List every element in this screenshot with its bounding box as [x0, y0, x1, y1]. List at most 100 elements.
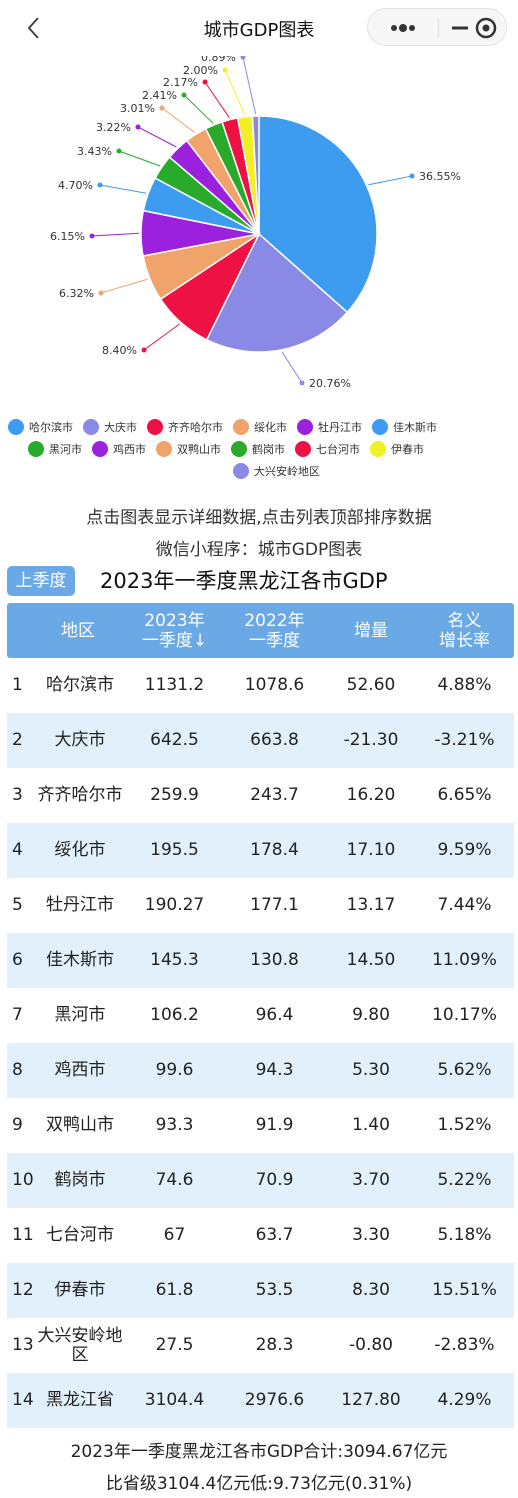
table-row[interactable]: 9 双鸭山市 93.3 91.9 1.40 1.52% [7, 1098, 514, 1153]
table-row[interactable]: 7 黑河市 106.2 96.4 9.80 10.17% [7, 988, 514, 1043]
miniprogram-text: 微信小程序：城市GDP图表 [155, 540, 363, 560]
pie-leader-line [100, 278, 148, 294]
growth-rate-cell: 5.18% [437, 1225, 492, 1245]
pie-leader-line [204, 81, 230, 118]
pie-slice[interactable] [251, 115, 260, 235]
pie-leader-line [137, 126, 177, 148]
legend-item[interactable]: 黑河市 [28, 438, 82, 460]
region-name-cell: 牡丹江市 [46, 895, 114, 915]
legend-item[interactable]: 鹤岗市 [231, 438, 285, 460]
increase-cell: 52.60 [346, 675, 396, 695]
growth-rate-cell: 1.52% [437, 1115, 492, 1135]
region-name-cell: 鸡西市 [54, 1060, 106, 1080]
table-row[interactable]: 11 七台河市 67 63.7 3.30 5.18% [7, 1208, 514, 1263]
header-region[interactable]: 地区 [61, 620, 95, 641]
pie-leader-dot [141, 347, 147, 353]
table-row[interactable]: 6 佳木斯市 145.3 130.8 14.50 11.09% [7, 933, 514, 988]
gdp-2022-cell: 63.7 [255, 1225, 294, 1245]
header-2022[interactable]: 2022年 一季度 [222, 603, 327, 658]
table-row[interactable]: 14 黑龙江省 3104.4 2976.6 127.80 4.29% [7, 1373, 514, 1428]
gdp-2022-cell: 96.4 [255, 1005, 294, 1025]
table-row[interactable]: 5 牡丹江市 190.27 177.1 13.17 7.44% [7, 878, 514, 933]
pie-leader-dot [181, 92, 187, 98]
legend-item[interactable]: 绥化市 [233, 416, 287, 438]
table-row[interactable]: 2 大庆市 642.5 663.8 -21.30 -3.21% [7, 713, 514, 768]
legend-item[interactable]: 哈尔滨市 [8, 416, 73, 438]
table-row[interactable]: 12 伊春市 61.8 53.5 8.30 15.51% [7, 1263, 514, 1318]
pie-slice[interactable] [258, 115, 378, 314]
gdp-2023-cell: 145.3 [150, 950, 199, 970]
legend-label: 伊春市 [391, 443, 424, 456]
growth-rate-cell: 4.29% [437, 1390, 492, 1410]
legend-label: 哈尔滨市 [29, 421, 73, 434]
legend-row: 哈尔滨市 大庆市 齐齐哈尔市 绥化市 牡丹江市 佳木斯市 [8, 416, 518, 438]
pie-leader-dot [409, 173, 415, 179]
legend-label: 佳木斯市 [393, 421, 437, 434]
header-2022-line2: 一季度 [248, 630, 300, 651]
legend-color-swatch [370, 441, 386, 457]
pie-leader-dot [116, 148, 122, 154]
gdp-2022-cell: 130.8 [250, 950, 299, 970]
pie-data-label: 3.22% [96, 121, 131, 134]
legend-item[interactable]: 齐齐哈尔市 [147, 416, 223, 438]
legend-item[interactable]: 伊春市 [370, 438, 424, 460]
gdp-2023-cell: 61.8 [155, 1280, 194, 1300]
pie-slice[interactable] [205, 232, 349, 353]
region-name-cell: 绥化市 [54, 840, 106, 860]
gdp-2022-cell: 91.9 [255, 1115, 294, 1135]
pie-data-label: 3.43% [77, 145, 112, 158]
legend-item[interactable]: 双鸭山市 [156, 438, 221, 460]
row-index-cell: 13 [12, 1335, 34, 1355]
legend-label: 双鸭山市 [177, 443, 221, 456]
gdp-2023-cell: 27.5 [155, 1335, 194, 1355]
legend-color-swatch [147, 419, 163, 435]
legend-color-swatch [83, 419, 99, 435]
region-name-cell: 双鸭山市 [46, 1115, 114, 1135]
pie-data-label: 36.55% [419, 170, 461, 183]
gdp-2022-cell: 663.8 [250, 730, 299, 750]
row-index-cell: 14 [12, 1390, 34, 1410]
header-rate-line1: 名义 [447, 610, 482, 631]
more-icon[interactable] [368, 9, 438, 47]
header-increase[interactable]: 增量 [354, 620, 388, 641]
region-name-cell: 佳木斯市 [46, 950, 114, 970]
table-row[interactable]: 4 绥化市 195.5 178.4 17.10 9.59% [7, 823, 514, 878]
pie-leader-dot [240, 54, 246, 60]
table-row[interactable]: 3 齐齐哈尔市 259.9 243.7 16.20 6.65% [7, 768, 514, 823]
legend-item[interactable]: 大兴安岭地区 [233, 460, 320, 482]
pie-chart-svg[interactable]: 36.55% 20.76% 8.40% 6.32% 6.15% 4.70% 3.43% 3.2… [0, 51, 518, 396]
header-2023[interactable]: 2023年 一季度↓ [127, 603, 222, 658]
pie-leader-line [118, 150, 161, 167]
pie-data-label: 4.70% [58, 179, 93, 192]
footer-difference: 比省级3104.4亿元低:9.73亿元(0.31%) [105, 1474, 413, 1494]
back-icon[interactable] [20, 14, 48, 42]
pie-chart[interactable]: 36.55% 20.76% 8.40% 6.32% 6.15% 4.70% 3.43% 3.2… [0, 51, 518, 396]
table-row[interactable]: 1 哈尔滨市 1131.2 1078.6 52.60 4.88% [7, 658, 514, 713]
gdp-2023-cell: 642.5 [150, 730, 199, 750]
gdp-2022-cell: 94.3 [255, 1060, 294, 1080]
gdp-2022-cell: 2976.6 [244, 1390, 305, 1410]
legend-item[interactable]: 七台河市 [295, 438, 360, 460]
region-name-cell: 伊春市 [54, 1280, 106, 1300]
pie-leader-dot [222, 67, 228, 73]
legend-item[interactable]: 牡丹江市 [297, 416, 362, 438]
legend-item[interactable]: 佳木斯市 [372, 416, 437, 438]
table-row[interactable]: 13 大兴安岭地区 27.5 28.3 -0.80 -2.83% [7, 1318, 514, 1373]
legend-row: 黑河市 鸡西市 双鸭山市 鹤岗市 七台河市 伊春市 [8, 438, 518, 460]
legend-item[interactable]: 大庆市 [83, 416, 137, 438]
header-growth-rate[interactable]: 名义 增长率 [415, 603, 514, 658]
previous-quarter-button[interactable]: 上季度 [7, 566, 75, 596]
pie-leader-line [99, 184, 147, 194]
gdp-2023-cell: 190.27 [144, 895, 205, 915]
gdp-2023-cell: 99.6 [155, 1060, 194, 1080]
footer-total: 2023年一季度黑龙江各市GDP合计:3094.67亿元 [70, 1442, 448, 1462]
minimize-icon[interactable] [438, 9, 508, 47]
table-row[interactable]: 10 鹤岗市 74.6 70.9 3.70 5.22% [7, 1153, 514, 1208]
growth-rate-cell: -2.83% [434, 1335, 495, 1355]
gdp-2022-cell: 53.5 [255, 1280, 294, 1300]
mini-program-capsule [367, 8, 507, 46]
growth-rate-cell: 10.17% [432, 1005, 497, 1025]
legend-item[interactable]: 鸡西市 [92, 438, 146, 460]
table-row[interactable]: 8 鸡西市 99.6 94.3 5.30 5.62% [7, 1043, 514, 1098]
increase-cell: -21.30 [343, 730, 399, 750]
